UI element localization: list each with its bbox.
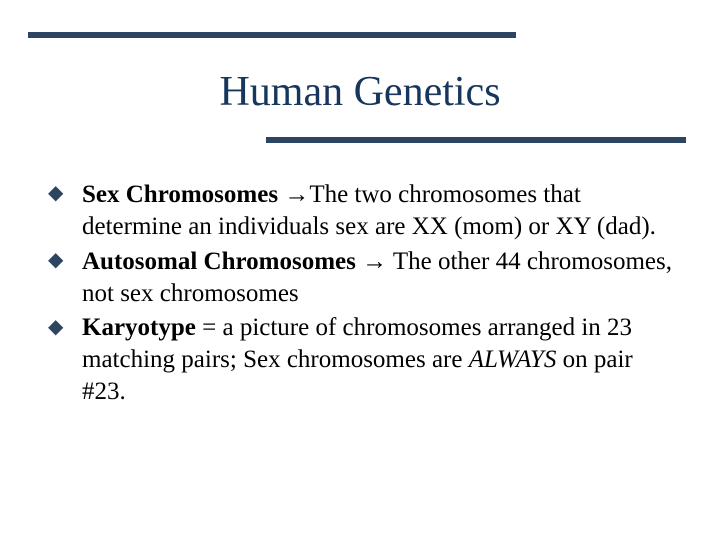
arrow-icon: → <box>362 247 387 275</box>
bullet-text: Autosomal Chromosomes → The other 44 chr… <box>82 245 672 310</box>
term-bold: Karyotype <box>82 314 196 341</box>
slide-body: ◆ Sex Chromosomes →The two chromosomes t… <box>48 178 672 410</box>
bullet-item: ◆ Autosomal Chromosomes → The other 44 c… <box>48 245 672 310</box>
diamond-bullet-icon: ◆ <box>48 245 82 310</box>
bullet-text: Sex Chromosomes →The two chromosomes tha… <box>82 178 672 243</box>
slide-title: Human Genetics <box>0 68 720 116</box>
emphasis-text: ALWAYS <box>469 346 557 373</box>
slide: { "colors": { "title": "#17365d", "body"… <box>0 0 720 540</box>
term-bold: Sex Chromosomes <box>82 181 284 208</box>
decorative-rule-top <box>28 32 516 38</box>
decorative-rule-bottom <box>266 137 686 143</box>
diamond-bullet-icon: ◆ <box>48 178 82 243</box>
arrow-icon: → <box>284 180 309 208</box>
bullet-text: Karyotype = a picture of chromosomes arr… <box>82 312 672 408</box>
term-bold: Autosomal Chromosomes <box>82 248 362 275</box>
bullet-item: ◆ Karyotype = a picture of chromosomes a… <box>48 312 672 408</box>
diamond-bullet-icon: ◆ <box>48 312 82 408</box>
bullet-item: ◆ Sex Chromosomes →The two chromosomes t… <box>48 178 672 243</box>
